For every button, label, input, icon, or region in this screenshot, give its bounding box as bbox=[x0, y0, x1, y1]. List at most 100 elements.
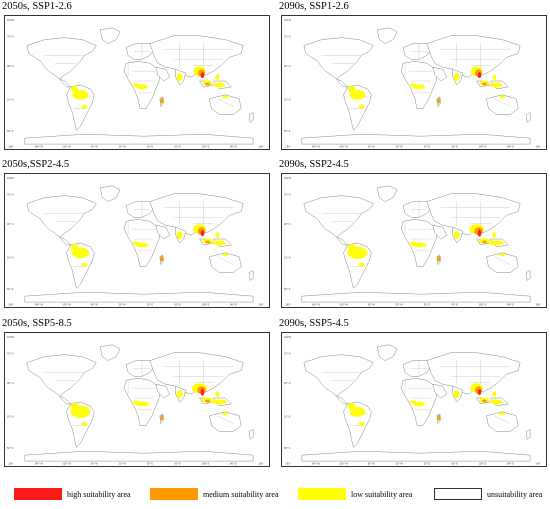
longitude-label: 100° E bbox=[479, 462, 487, 466]
latitude-label: 100°N bbox=[284, 176, 291, 180]
world-map: 100°N 70° N 30° N 10° N 50° S 180° 140° W 100° … bbox=[284, 18, 541, 149]
longitude-label: 20° E bbox=[424, 462, 431, 466]
suitability-area-low bbox=[358, 421, 365, 426]
suitability-area-high bbox=[477, 229, 482, 237]
latitude-label: 100°N bbox=[7, 18, 14, 22]
suitability-area-low bbox=[70, 243, 79, 250]
legend-item-low: low suitability area bbox=[298, 487, 412, 501]
legend-swatch-high bbox=[14, 488, 62, 500]
longitude-label: 20° W bbox=[396, 145, 404, 149]
longitude-label: 180° bbox=[8, 462, 13, 466]
legend-item-high: high suitability area bbox=[14, 487, 131, 501]
suitability-area-medium bbox=[481, 399, 487, 403]
longitude-label: 140° W bbox=[312, 145, 321, 149]
suitability-area-medium bbox=[160, 414, 164, 421]
longitude-label: 100° W bbox=[339, 303, 348, 307]
map-frame: 100°N 70° N 30° N 10° N 50° S 180° 140° W 100° … bbox=[281, 15, 547, 150]
latitude-label: 30° N bbox=[284, 222, 291, 226]
world-map: 100°N 70° N 30° N 10° N 50° S 180° 140° W 100° … bbox=[7, 335, 264, 466]
continent-outline bbox=[426, 35, 521, 78]
continent-outline bbox=[486, 411, 519, 432]
longitude-label: 60° W bbox=[368, 462, 376, 466]
suitability-area-low bbox=[215, 391, 220, 398]
longitude-label: 100° W bbox=[62, 462, 71, 466]
legend-label: low suitability area bbox=[351, 489, 413, 499]
suitability-area-medium bbox=[481, 82, 487, 86]
continent-outline bbox=[100, 27, 121, 44]
suitability-area-medium bbox=[204, 82, 210, 86]
longitude-label: 60° E bbox=[175, 462, 182, 466]
longitude-label: 20° W bbox=[119, 462, 127, 466]
panel-title: 2050s, SSP1-2.6 bbox=[2, 1, 72, 12]
legend-label: medium suitability area bbox=[203, 489, 279, 499]
suitability-area-low bbox=[453, 73, 460, 82]
country-border bbox=[494, 415, 511, 424]
continent-outline bbox=[377, 344, 398, 361]
longitude-label: 140° W bbox=[35, 462, 44, 466]
continent-outline bbox=[26, 195, 97, 238]
legend-label: high suitability area bbox=[67, 489, 131, 499]
suitability-area-low bbox=[72, 89, 89, 100]
longitude-label: 20° W bbox=[119, 303, 127, 307]
panel-title: 2050s,SSP2-4.5 bbox=[2, 159, 70, 170]
suitability-area-low bbox=[136, 84, 148, 90]
suitability-area-low bbox=[499, 412, 506, 416]
suitability-area-low bbox=[215, 74, 220, 81]
longitude-label: 180° bbox=[8, 145, 13, 149]
suitability-area-low bbox=[453, 231, 460, 240]
panel-title: 2050s, SSP5-8.5 bbox=[2, 318, 72, 329]
longitude-label: 140° W bbox=[35, 303, 44, 307]
longitude-label: 100° E bbox=[202, 462, 210, 466]
longitude-label: 180° bbox=[285, 462, 290, 466]
longitude-label: 180° bbox=[535, 462, 540, 466]
continent-outline bbox=[426, 193, 521, 236]
suitability-area-medium bbox=[160, 97, 164, 104]
suitability-area-low bbox=[133, 83, 139, 87]
legend-swatch-low bbox=[298, 488, 346, 500]
suitability-area-low bbox=[413, 401, 425, 407]
legend-swatch-unsuitable bbox=[434, 488, 482, 500]
suitability-area-low bbox=[492, 232, 497, 239]
latitude-label: 70° N bbox=[7, 193, 14, 197]
continent-outline bbox=[209, 252, 242, 273]
legend-item-unsuitable: unsuitability area bbox=[434, 487, 542, 501]
map-panel: 2050s, SSP5-8.5 100°N 70° N 30° N 10° N 50° … bbox=[0, 317, 273, 472]
longitude-label: 100° E bbox=[202, 303, 210, 307]
longitude-label: 180° bbox=[535, 303, 540, 307]
longitude-label: 60° W bbox=[91, 462, 99, 466]
longitude-label: 180° bbox=[535, 145, 540, 149]
latitude-label: 10° N bbox=[7, 415, 14, 419]
longitude-label: 180° bbox=[285, 303, 290, 307]
longitude-label: 20° E bbox=[147, 303, 154, 307]
latitude-label: 70° N bbox=[284, 352, 291, 356]
latitude-label: 100°N bbox=[284, 18, 291, 22]
suitability-area-low bbox=[492, 391, 497, 398]
map-frame: 100°N 70° N 30° N 10° N 50° S 180° 140° W 100° … bbox=[4, 15, 270, 150]
legend-swatch-medium bbox=[150, 488, 198, 500]
latitude-label: 10° N bbox=[284, 415, 291, 419]
suitability-area-high bbox=[200, 388, 205, 396]
suitability-area-low bbox=[358, 262, 365, 267]
latitude-label: 30° N bbox=[7, 222, 14, 226]
continent-outline bbox=[24, 451, 254, 462]
longitude-label: 140° W bbox=[312, 303, 321, 307]
suitability-area-low bbox=[410, 241, 416, 245]
longitude-label: 60° W bbox=[368, 145, 376, 149]
suitability-area-low bbox=[488, 240, 504, 246]
continent-outline bbox=[377, 185, 398, 202]
continent-outline bbox=[377, 27, 398, 44]
suitability-area-low bbox=[133, 400, 139, 404]
latitude-label: 10° N bbox=[7, 256, 14, 260]
longitude-label: 140° E bbox=[229, 303, 237, 307]
longitude-label: 60° E bbox=[452, 303, 459, 307]
longitude-label: 20° E bbox=[147, 462, 154, 466]
longitude-label: 60° E bbox=[452, 145, 459, 149]
continent-outline bbox=[100, 185, 121, 202]
suitability-area-low bbox=[347, 402, 356, 409]
longitude-label: 60° W bbox=[91, 145, 99, 149]
continent-outline bbox=[149, 35, 244, 78]
latitude-label: 10° N bbox=[284, 98, 291, 102]
continent-outline bbox=[58, 78, 72, 88]
continent-outline bbox=[209, 411, 242, 432]
continent-outline bbox=[301, 134, 531, 145]
